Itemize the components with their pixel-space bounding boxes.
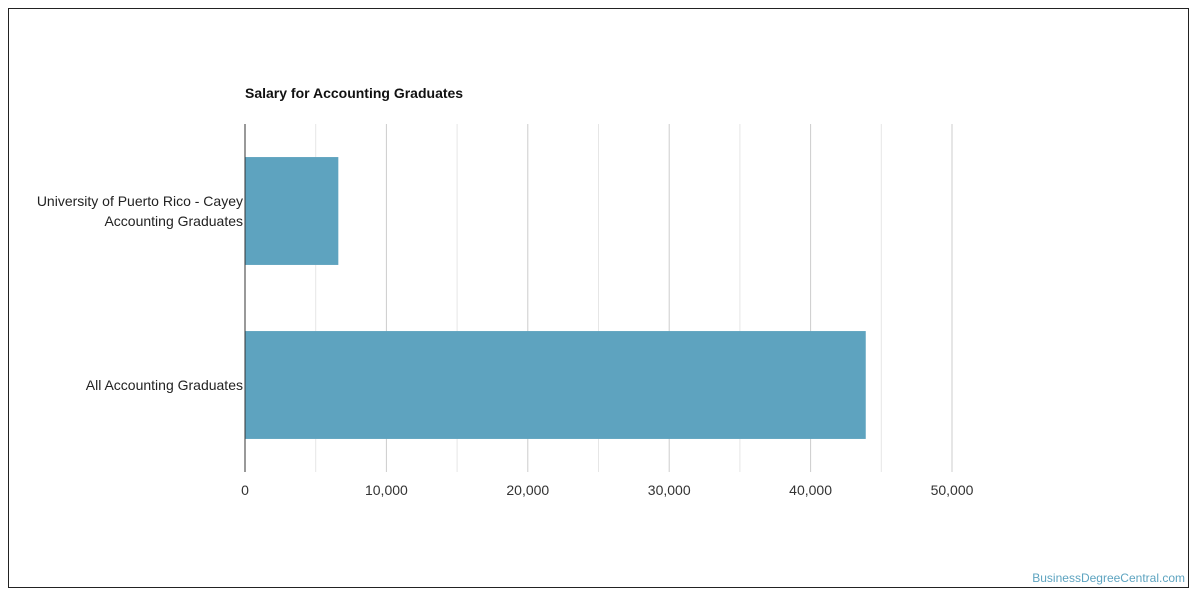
x-tick-label: 0 (241, 482, 249, 498)
x-tick-label: 50,000 (931, 482, 974, 498)
x-tick-label: 30,000 (648, 482, 691, 498)
category-label-1-0: All Accounting Graduates (86, 377, 243, 393)
bar-1 (245, 331, 866, 439)
x-tick-label: 40,000 (789, 482, 832, 498)
x-tick-label: 20,000 (506, 482, 549, 498)
x-tick-label: 10,000 (365, 482, 408, 498)
category-label-0-0: University of Puerto Rico - Cayey (37, 193, 243, 209)
category-label-0-1: Accounting Graduates (104, 213, 243, 229)
site-watermark: BusinessDegreeCentral.com (1032, 571, 1185, 585)
chart-title: Salary for Accounting Graduates (245, 85, 464, 101)
bar-0 (245, 157, 339, 265)
